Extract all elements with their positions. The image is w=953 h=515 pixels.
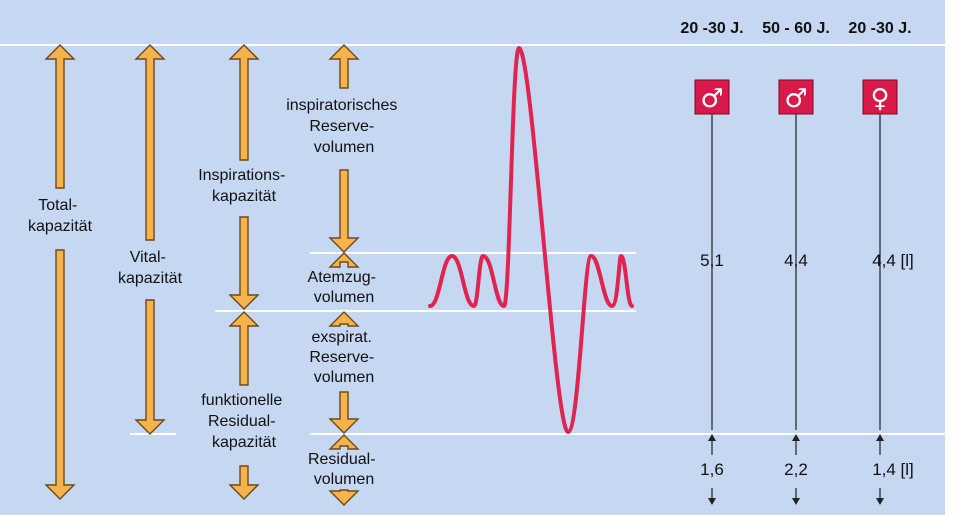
inspiratory-reserve-volume-label: inspiratorisches Reserve- volumen <box>286 97 402 156</box>
vital-capacity-arrow-bottom <box>134 299 166 435</box>
residual-volume-value: 1,4 [l] <box>872 460 914 479</box>
total-capacity-arrow-bottom <box>44 249 76 500</box>
residual-volume-label: Residual- volumen <box>308 451 380 488</box>
female-symbol-icon-glyph: ♀ <box>870 84 889 114</box>
vital-capacity-value: 5,1 <box>700 251 724 270</box>
residual-volume-arrow-bottom <box>328 489 360 506</box>
group-column: 20 -30 J. ♀ 4,4 [l] 1,4 [l] <box>848 20 914 505</box>
volume-labels: inspiratorisches Reserve- volumen Atemzu… <box>286 97 402 488</box>
male-symbol-icon-glyph: ♂ <box>784 84 807 114</box>
vital-capacity-value: 4,4 <box>784 251 808 270</box>
inspiration-capacity-arrow-top <box>228 44 260 161</box>
functional-residual-arrow-top <box>228 311 260 386</box>
vital-capacity-label: Vital- kapazität <box>118 249 183 287</box>
expiratory-reserve-volume-label: exspirat. Reserve- volumen <box>309 329 378 386</box>
vital-capacity-arrow-top <box>134 44 166 241</box>
age-header: 20 -30 J. <box>680 20 743 37</box>
male-symbol-icon <box>778 79 814 115</box>
tidal-volume-label: Atemzug- volumen <box>308 269 381 306</box>
male-symbol-icon-glyph: ♂ <box>700 84 723 114</box>
capacity-arrows <box>44 44 360 506</box>
age-header: 20 -30 J. <box>848 20 911 37</box>
residual-volume-value: 2,2 <box>784 460 808 479</box>
tidal-volume-arrow-top <box>328 252 360 268</box>
up-arrow-icon <box>708 434 716 441</box>
guide-lines <box>0 44 945 435</box>
up-arrow-icon <box>792 434 800 441</box>
total-capacity-arrow-top <box>44 44 76 189</box>
inspiratory-reserve-arrow-bottom <box>328 169 360 253</box>
group-column: 50 - 60 J. ♂ 4,4 2,2 <box>762 20 830 505</box>
capacity-labels: Total- kapazität Vital- kapazität Inspir… <box>28 167 290 451</box>
down-arrow-icon <box>708 498 716 505</box>
male-symbol-icon <box>694 79 730 115</box>
expiratory-reserve-arrow-top <box>328 311 360 327</box>
residual-volume-arrow-top <box>328 434 360 450</box>
down-arrow-icon <box>876 498 884 505</box>
inspiration-capacity-arrow-bottom <box>228 216 260 310</box>
age-header: 50 - 60 J. <box>762 20 830 37</box>
inspiration-capacity-label: Inspirations- kapazität <box>198 167 290 205</box>
up-arrow-icon <box>876 434 884 441</box>
total-capacity-label: Total- kapazität <box>28 197 93 235</box>
group-column: 20 -30 J. ♂ 5,1 1,6 <box>680 20 744 505</box>
expiratory-reserve-arrow-bottom <box>328 391 360 434</box>
female-symbol-icon <box>862 79 898 115</box>
vital-capacity-value: 4,4 [l] <box>872 251 914 270</box>
down-arrow-icon <box>792 498 800 505</box>
functional-residual-arrow-bottom <box>228 465 260 500</box>
breathing-curve <box>428 46 634 434</box>
functional-residual-capacity-label: funktionelle Residual- kapazität <box>201 392 286 451</box>
inspiratory-reserve-arrow-top <box>328 44 360 89</box>
residual-volume-value: 1,6 <box>700 460 724 479</box>
